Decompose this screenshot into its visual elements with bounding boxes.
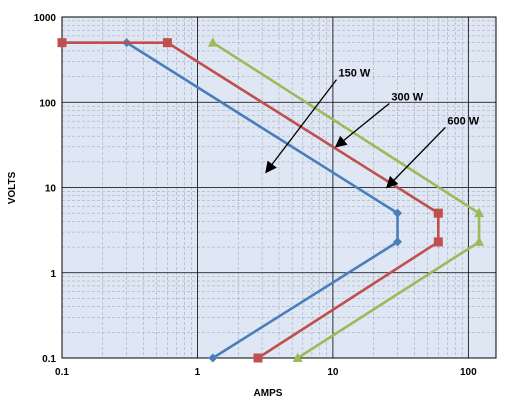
annotation-label: 150 W [339, 68, 371, 80]
annotation-1: 300 W [334, 91, 424, 148]
data-point-diamond [393, 208, 403, 218]
series-2 [207, 37, 485, 362]
y-axis-tick-labels: 0.1 1 10 100 1000 [34, 13, 57, 365]
y-tick-label: 0.1 [42, 354, 56, 365]
y-tick-label: 100 [39, 98, 56, 109]
annotation-layer: 150 W 300 W 600 W [265, 68, 480, 189]
data-point-square [433, 237, 443, 247]
annotation-arrow [334, 102, 390, 148]
x-axis-title: AMPS [254, 388, 283, 399]
y-axis-title: VOLTS [7, 171, 18, 204]
annotation-2: 600 W [385, 115, 480, 189]
data-point-triangle [207, 37, 218, 47]
data-point-diamond [208, 353, 218, 363]
annotation-arrow [385, 126, 446, 189]
data-point-square [253, 353, 263, 363]
plot-border [61, 16, 497, 359]
annotation-label: 300 W [391, 91, 423, 103]
data-point-diamond [393, 237, 403, 247]
data-point-triangle [474, 207, 485, 218]
data-point-triangle [474, 236, 485, 246]
x-tick-label: 0.1 [55, 367, 69, 378]
data-point-triangle [292, 352, 303, 362]
series-layer [57, 37, 485, 363]
x-tick-label: 1 [195, 367, 201, 378]
y-tick-label: 1000 [34, 13, 57, 24]
x-tick-label: 100 [460, 367, 477, 378]
annotation-label: 600 W [447, 115, 479, 127]
data-point-square [57, 38, 67, 48]
x-axis-tick-labels: 0.1 1 10 100 [55, 367, 477, 378]
data-point-square [433, 208, 443, 218]
data-point-square [162, 38, 172, 48]
annotation-0: 150 W [265, 68, 371, 174]
y-tick-label: 10 [45, 184, 57, 195]
x-tick-label: 10 [327, 367, 339, 378]
annotation-arrow [265, 79, 338, 174]
y-tick-label: 1 [50, 269, 56, 280]
series-1 [57, 38, 443, 363]
minor-gridlines [62, 17, 496, 358]
series-line [212, 41, 481, 360]
